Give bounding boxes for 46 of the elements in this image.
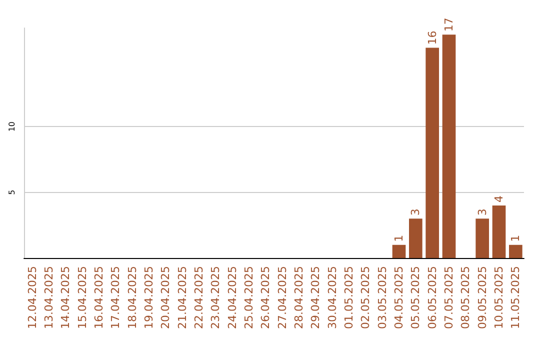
data-label: 3 xyxy=(476,208,489,216)
x-tick-label: 24.04.2025 xyxy=(226,266,239,330)
bar xyxy=(476,218,489,258)
x-tick-label: 01.05.2025 xyxy=(342,266,356,330)
bar xyxy=(442,34,456,258)
x-tick-label: 09.05.2025 xyxy=(476,266,489,330)
x-tick-label: 12.04.2025 xyxy=(26,266,39,330)
x-tick-label: 14.04.2025 xyxy=(59,266,72,330)
bar xyxy=(392,244,406,258)
x-tick-label: 13.04.2025 xyxy=(42,266,56,330)
x-tick-label: 19.04.2025 xyxy=(142,266,156,330)
bar xyxy=(409,218,422,258)
bar xyxy=(426,48,439,258)
x-tick-label: 02.05.2025 xyxy=(359,266,372,330)
bar xyxy=(509,244,522,258)
x-tick-label: 27.04.2025 xyxy=(276,266,289,330)
y-tick-label: 5 xyxy=(8,190,16,195)
y-tick-label: 10 xyxy=(8,121,16,132)
x-tick-label: 30.04.2025 xyxy=(326,266,339,330)
x-tick-label: 21.04.2025 xyxy=(176,266,189,330)
x-tick-label: 03.05.2025 xyxy=(376,266,389,330)
x-tick-label: 04.05.2025 xyxy=(392,266,406,330)
x-tick-label: 28.04.2025 xyxy=(292,266,306,330)
bar xyxy=(492,205,506,258)
data-label: 17 xyxy=(442,18,456,32)
x-tick-label: 15.04.2025 xyxy=(76,266,89,330)
x-tick-label: 20.04.2025 xyxy=(159,266,172,330)
x-tick-label: 22.04.2025 xyxy=(192,266,206,330)
x-tick-label: 29.04.2025 xyxy=(309,266,322,330)
x-tick-label: 06.05.2025 xyxy=(426,266,439,330)
x-tick-label: 11.05.2025 xyxy=(509,266,522,330)
x-tick-label: 05.05.2025 xyxy=(409,266,422,330)
x-tick-label: 16.04.2025 xyxy=(92,266,106,330)
x-tick-label: 08.05.2025 xyxy=(459,266,472,330)
x-tick-label: 17.04.2025 xyxy=(109,266,122,330)
x-tick-label: 23.04.2025 xyxy=(209,266,222,330)
x-tick-label: 25.04.2025 xyxy=(242,266,256,330)
data-label: 3 xyxy=(409,208,422,216)
data-label: 1 xyxy=(392,234,406,242)
data-label: 1 xyxy=(509,234,522,242)
data-label: 16 xyxy=(426,30,439,45)
data-label: 4 xyxy=(492,195,506,202)
x-tick-label: 10.05.2025 xyxy=(492,266,506,330)
x-tick-label: 18.04.2025 xyxy=(126,266,139,330)
x-tick-label: 26.04.2025 xyxy=(259,266,272,330)
x-tick-label: 07.05.2025 xyxy=(442,266,456,330)
